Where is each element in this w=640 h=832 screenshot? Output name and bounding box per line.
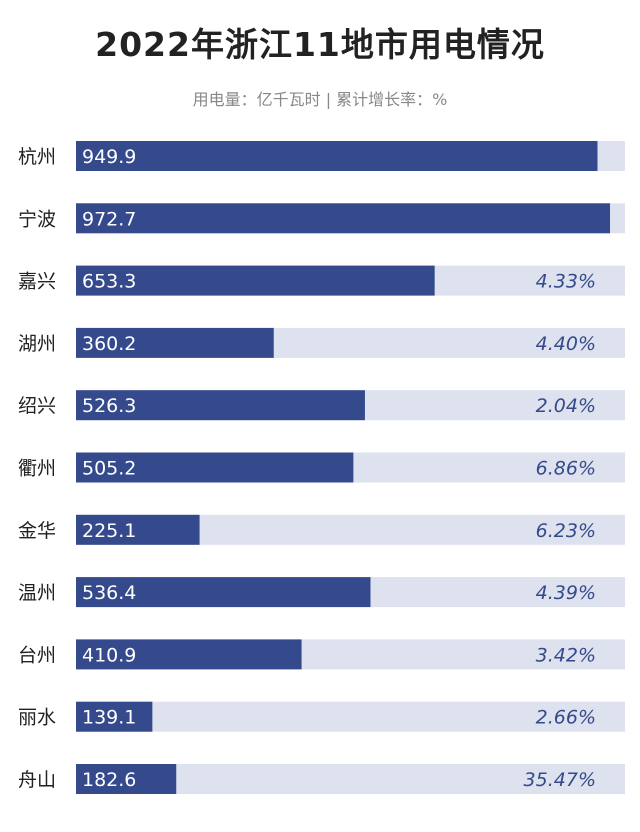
growth-label: 3.42% bbox=[536, 644, 596, 666]
chart-title: 2022年浙江11地市用电情况 bbox=[95, 25, 545, 64]
category-label: 台州 bbox=[18, 644, 56, 666]
bar-3 bbox=[76, 327, 274, 358]
value-label: 182.6 bbox=[82, 769, 136, 791]
category-label: 衢州 bbox=[18, 458, 56, 480]
value-label: 653.3 bbox=[82, 271, 136, 293]
value-label: 949.9 bbox=[82, 146, 136, 168]
category-label: 金华 bbox=[18, 520, 56, 542]
growth-label: 35.47% bbox=[524, 769, 596, 791]
growth-label: 2.04% bbox=[536, 395, 596, 417]
growth-label: 4.33% bbox=[536, 271, 596, 293]
category-label: 嘉兴 bbox=[18, 271, 56, 293]
bar-6 bbox=[76, 514, 200, 545]
growth-label: 3.65% bbox=[536, 208, 596, 230]
value-label: 972.7 bbox=[82, 208, 136, 230]
value-label: 139.1 bbox=[82, 707, 136, 729]
value-label: 360.2 bbox=[82, 333, 136, 355]
growth-label: 6.23% bbox=[536, 520, 596, 542]
chart-subtitle: 用电量：亿千瓦时 | 累计增长率：% bbox=[192, 90, 448, 109]
value-label: 526.3 bbox=[82, 395, 136, 417]
growth-label: 2.66% bbox=[536, 707, 596, 729]
value-label: 225.1 bbox=[82, 520, 136, 542]
category-label: 宁波 bbox=[18, 208, 56, 230]
growth-label: 4.34% bbox=[536, 146, 596, 168]
bar-10 bbox=[76, 764, 177, 794]
bar-track bbox=[76, 701, 625, 732]
growth-label: 6.86% bbox=[536, 458, 596, 480]
bar-5 bbox=[76, 452, 354, 483]
bar-9 bbox=[76, 701, 153, 732]
bar-2 bbox=[76, 265, 435, 296]
bar-8 bbox=[76, 639, 302, 670]
category-label: 湖州 bbox=[18, 333, 56, 355]
bar-0 bbox=[76, 141, 598, 171]
growth-label: 4.40% bbox=[536, 333, 596, 355]
bar-4 bbox=[76, 390, 365, 421]
value-label: 410.9 bbox=[82, 644, 136, 666]
value-label: 536.4 bbox=[82, 582, 136, 604]
category-label: 杭州 bbox=[18, 146, 56, 168]
category-label: 丽水 bbox=[18, 707, 56, 729]
bar-1 bbox=[76, 203, 611, 234]
category-label: 温州 bbox=[18, 582, 56, 604]
category-label: 绍兴 bbox=[18, 395, 56, 417]
bar-7 bbox=[76, 577, 371, 608]
growth-label: 4.39% bbox=[536, 582, 596, 604]
value-label: 505.2 bbox=[82, 458, 136, 480]
category-label: 舟山 bbox=[18, 769, 56, 791]
